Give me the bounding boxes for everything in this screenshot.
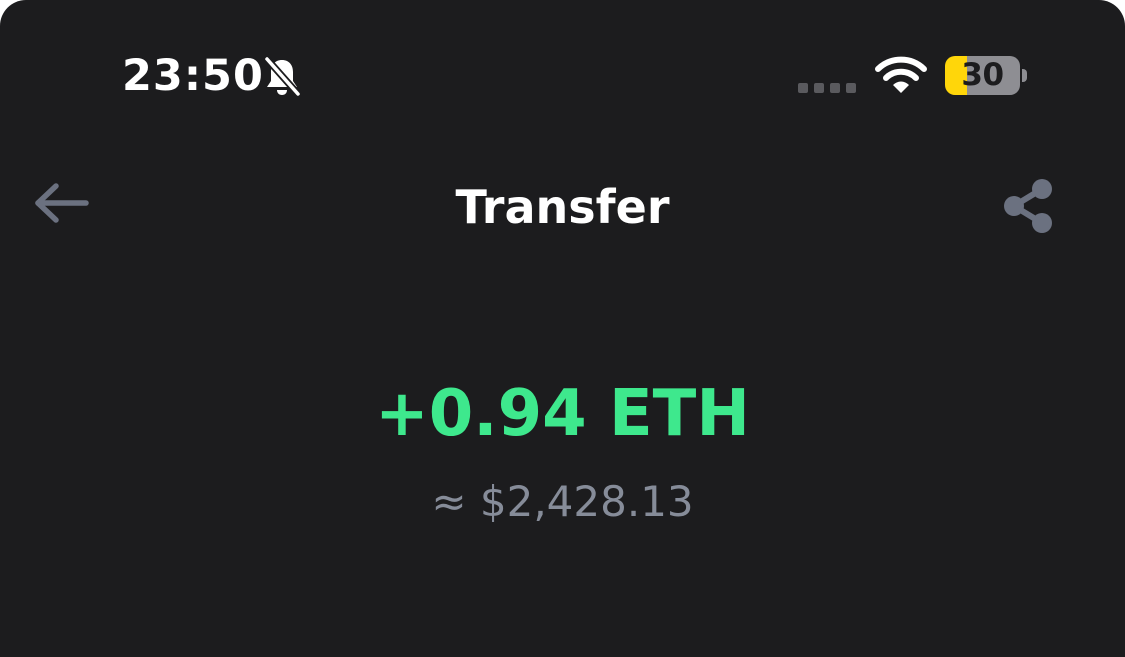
- back-button[interactable]: [22, 170, 100, 236]
- share-icon: [1004, 179, 1052, 233]
- status-time: 23:50: [122, 51, 264, 101]
- fiat-value: ≈ $2,428.13: [431, 477, 694, 526]
- battery-level: 30: [961, 57, 1004, 93]
- cellular-signal-icon: [798, 83, 856, 93]
- battery-cap: [1022, 69, 1027, 82]
- page-title: Transfer: [455, 180, 670, 234]
- arrow-left-icon: [35, 183, 89, 223]
- battery-icon: 30: [945, 56, 1020, 95]
- bell-slash-icon: [263, 56, 302, 98]
- share-button[interactable]: [990, 170, 1066, 242]
- transfer-amount: +0.94 ETH: [375, 377, 750, 451]
- wifi-icon: [875, 56, 927, 93]
